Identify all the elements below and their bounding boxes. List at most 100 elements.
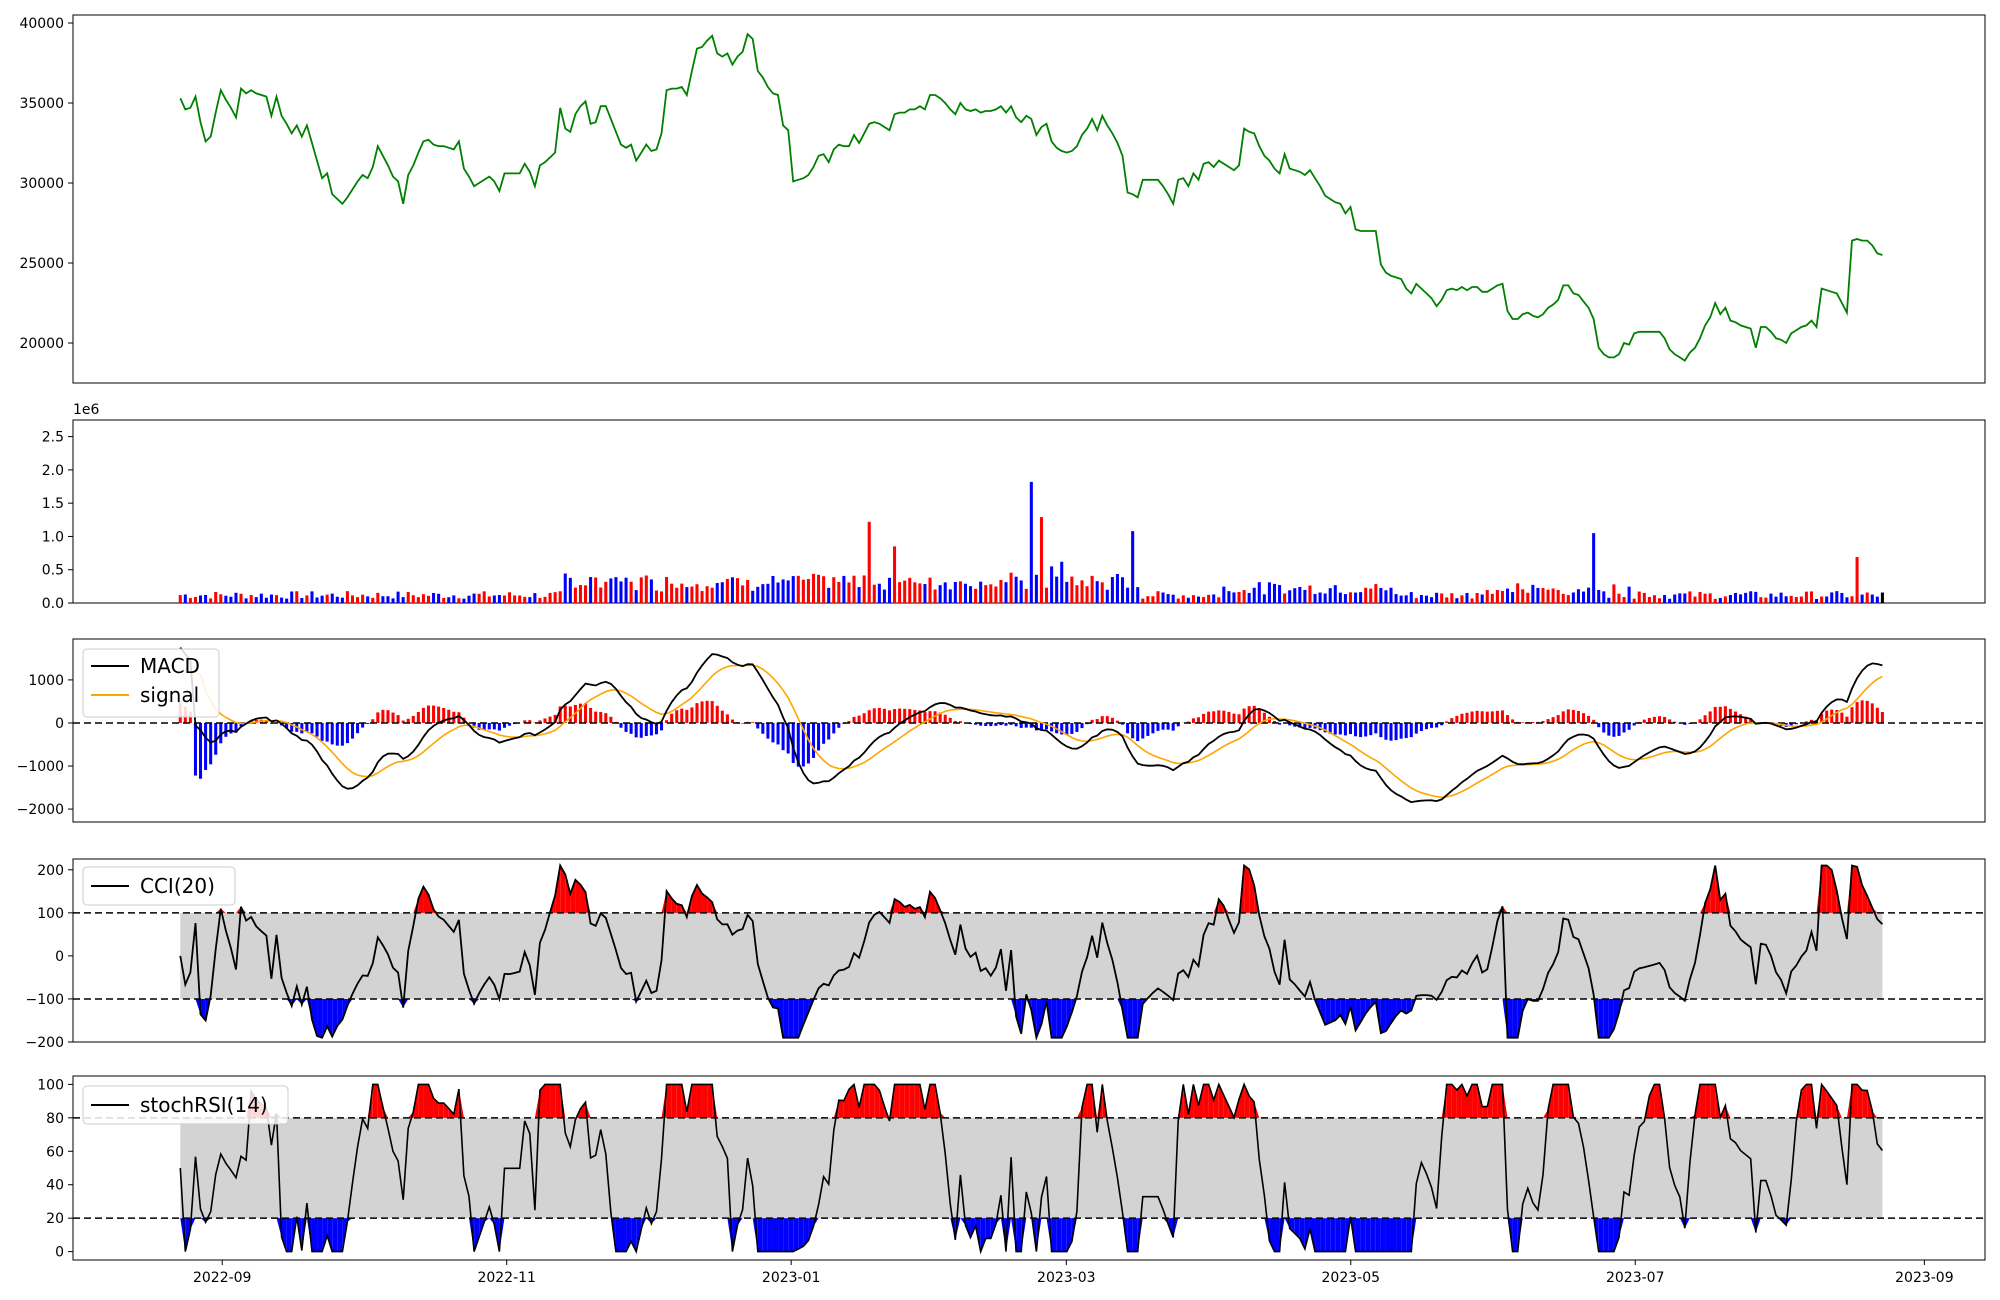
- volume-bar: [1546, 589, 1550, 603]
- macd-histogram-bar: [1409, 722, 1413, 738]
- oversold-fill: [1365, 1218, 1371, 1252]
- macd-histogram-bar: [725, 714, 729, 723]
- volume-bar: [1364, 587, 1368, 603]
- x-tick-label: 2023-09: [1895, 1270, 1954, 1286]
- volume-bar: [1744, 592, 1748, 603]
- oversold-fill: [1385, 998, 1392, 1032]
- volume-bar: [710, 587, 714, 603]
- volume-bar: [1465, 592, 1469, 603]
- overbought-fill: [433, 1098, 439, 1118]
- overbought-fill: [1456, 1084, 1462, 1118]
- volume-bar: [1430, 597, 1434, 603]
- plot-frame: [72, 858, 1986, 1043]
- volume-bar: [1511, 592, 1515, 603]
- volume-bar: [492, 595, 496, 603]
- macd-histogram-bar: [903, 708, 907, 723]
- volume-bar: [386, 596, 390, 603]
- macd-histogram-bar: [1019, 722, 1023, 728]
- volume-bar: [1009, 572, 1013, 603]
- volume-bar: [1090, 575, 1094, 603]
- oversold-fill: [1299, 1218, 1305, 1249]
- volume-bar: [300, 598, 304, 603]
- volume-bar: [1445, 597, 1449, 603]
- volume-bar: [1414, 598, 1418, 603]
- volume-bar: [781, 579, 785, 603]
- oversold-fill: [1127, 1218, 1133, 1252]
- macd-histogram-bar: [1587, 715, 1591, 723]
- macd-histogram-bar: [1095, 719, 1099, 723]
- oversold-fill: [1340, 998, 1346, 1024]
- macd-histogram-bar: [751, 722, 755, 723]
- overbought-fill: [1087, 1084, 1093, 1118]
- volume-bar: [614, 577, 618, 603]
- volume-bar: [1050, 566, 1054, 603]
- macd-histogram-bar: [1257, 708, 1261, 723]
- macd-histogram-bar: [1566, 709, 1570, 723]
- macd-histogram-bar: [1607, 722, 1611, 736]
- macd-histogram-bar: [1506, 715, 1510, 723]
- macd-histogram-bar: [558, 706, 562, 723]
- volume-bar: [741, 585, 745, 603]
- oversold-fill: [793, 998, 799, 1038]
- overbought-fill: [545, 1084, 551, 1118]
- volume-bar: [234, 592, 238, 603]
- overbought-fill: [869, 1084, 875, 1118]
- volume-bar: [497, 595, 501, 603]
- overbought-fill: [555, 1084, 561, 1118]
- volume-bar: [320, 595, 324, 603]
- volume-bar: [1075, 585, 1079, 603]
- macd-histogram-bar: [457, 712, 461, 723]
- volume-bar: [847, 582, 851, 603]
- overbought-fill: [1497, 1084, 1503, 1118]
- volume-bar: [776, 582, 780, 603]
- macd-histogram-bar: [1252, 705, 1256, 723]
- volume-bar: [822, 576, 826, 603]
- macd-histogram-bar: [1541, 720, 1545, 723]
- volume-bar: [1799, 596, 1803, 603]
- volume-bar: [553, 592, 557, 603]
- volume-bar: [1156, 591, 1160, 603]
- volume-bar: [1485, 590, 1489, 603]
- macd-histogram-bar: [1668, 719, 1672, 723]
- macd-histogram-bar: [619, 722, 623, 728]
- macd-histogram-bar: [416, 712, 420, 723]
- volume-bar: [178, 595, 182, 603]
- macd-histogram-bar: [862, 713, 866, 723]
- volume-bar: [852, 575, 856, 603]
- overbought-fill: [1218, 899, 1224, 913]
- macd-histogram-bar: [1657, 716, 1662, 723]
- oversold-fill: [1325, 998, 1331, 1025]
- overbought-fill: [418, 1084, 424, 1118]
- overbought-fill: [1852, 1084, 1858, 1118]
- oversold-fill: [1603, 1218, 1609, 1252]
- overbought-fill: [1862, 1090, 1868, 1118]
- macd-histogram-bar: [1460, 713, 1464, 723]
- overbought-fill: [874, 1084, 880, 1118]
- volume-bar: [989, 584, 993, 603]
- macd-histogram-bar: [1419, 722, 1423, 732]
- volume-bar: [1566, 595, 1570, 603]
- volume-bar: [1267, 582, 1271, 603]
- y-tick-label: 80: [46, 1111, 64, 1127]
- volume-bar: [1055, 576, 1059, 603]
- oversold-fill: [985, 1218, 991, 1239]
- macd-histogram-bar: [1222, 710, 1226, 723]
- macd-histogram-bar: [1060, 722, 1064, 735]
- macd-histogram-bar: [1369, 722, 1373, 736]
- volume-bar: [518, 595, 522, 603]
- volume-bar: [1186, 597, 1190, 603]
- plot-frame: [72, 14, 1986, 384]
- volume-bar: [391, 598, 395, 603]
- macd-histogram-bar: [1612, 722, 1616, 737]
- y-tick-label: 60: [46, 1144, 64, 1160]
- volume-bar: [832, 577, 836, 603]
- volume-bar: [963, 583, 967, 603]
- macd-histogram-bar: [872, 708, 876, 723]
- oversold-fill: [788, 1218, 794, 1252]
- volume-bar: [1754, 591, 1758, 603]
- macd-histogram-bar: [553, 714, 557, 723]
- overbought-fill: [1857, 866, 1863, 913]
- volume-bar: [720, 582, 724, 603]
- macd-histogram-bar: [979, 722, 983, 726]
- volume-bar: [654, 590, 658, 603]
